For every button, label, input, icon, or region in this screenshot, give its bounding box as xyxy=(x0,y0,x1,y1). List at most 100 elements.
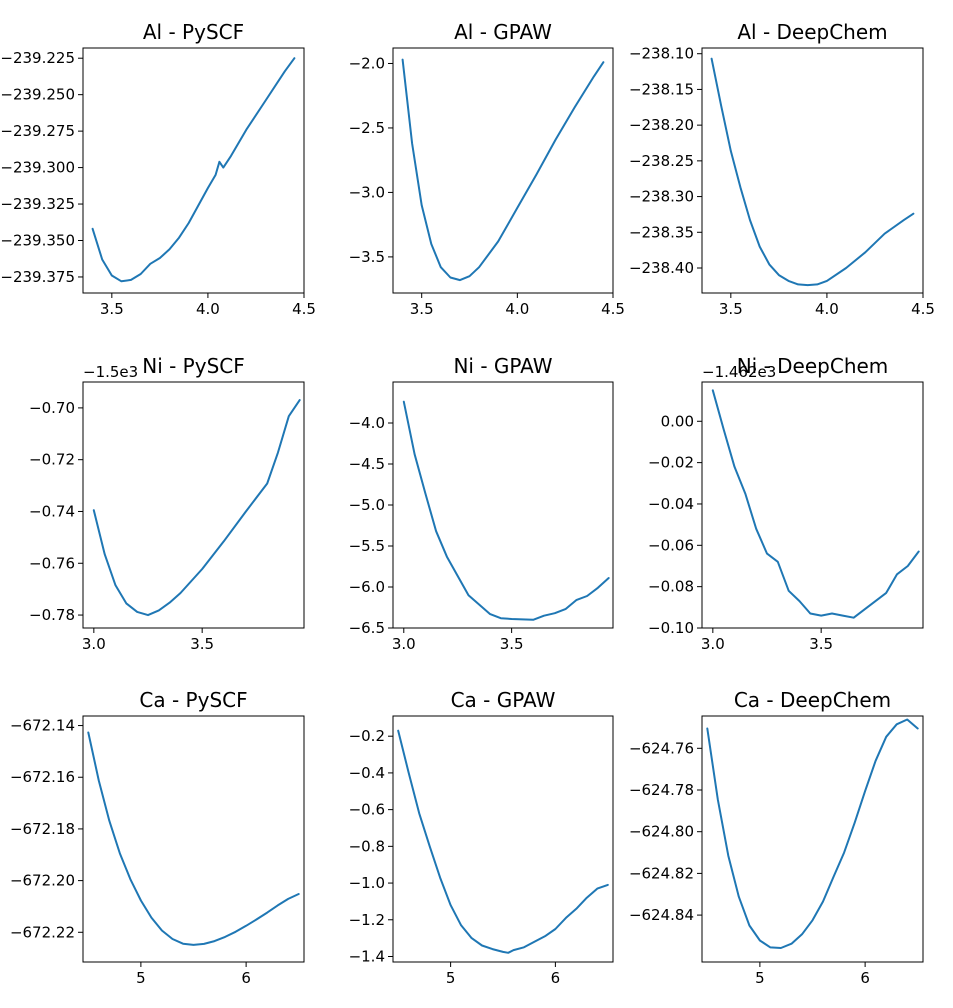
subplot-title: Ni - GPAW xyxy=(453,354,552,378)
y-tick-label: −239.250 xyxy=(0,86,75,104)
y-tick-label: −0.06 xyxy=(648,536,694,554)
x-tick-label: 6 xyxy=(860,969,870,987)
y-tick-label: −0.02 xyxy=(648,454,694,472)
y-tick-label: −5.5 xyxy=(349,537,385,555)
y-tick-label: −0.4 xyxy=(349,764,385,782)
y-tick-label: −239.300 xyxy=(0,159,75,177)
plot-frame xyxy=(392,47,614,294)
subplot-title: Ni - DeepChem xyxy=(737,354,889,378)
series-line-al-pyscf xyxy=(91,57,296,283)
y-tick-label: −3.5 xyxy=(349,248,385,266)
subplot-title: Ni - PySCF xyxy=(142,354,245,378)
y-tick-label: −6.5 xyxy=(349,619,385,637)
subplot-title: Al - DeepChem xyxy=(737,20,887,44)
subplot-ca-pyscf: 5 6 −672.14 −672.16 −672.18 −672.20 −672.22 Ca … xyxy=(10,688,305,987)
y-tick-label: −0.76 xyxy=(29,554,75,572)
y-tick-label: −239.375 xyxy=(0,268,75,286)
series-line-al-gpaw xyxy=(401,58,605,282)
x-tick-label: 4.0 xyxy=(815,300,839,318)
subplot-title: Ca - GPAW xyxy=(451,688,556,712)
x-tick-label: 3.5 xyxy=(809,635,833,653)
subplot-title: Al - PySCF xyxy=(143,20,244,44)
y-tick-label: −0.04 xyxy=(648,495,694,513)
plot-frame xyxy=(392,381,614,629)
x-tick-label: 3.0 xyxy=(82,635,106,653)
y-tick-label: −3.0 xyxy=(349,183,385,201)
y-tick-label: −0.10 xyxy=(648,619,694,637)
y-tick-label: −672.14 xyxy=(10,717,75,735)
series-line-ca-deepchem xyxy=(706,718,919,949)
subplot-al-gpaw: 3.5 4.0 4.5 −2.0 −2.5 −3.0 −3.5 Al - GPAW xyxy=(349,20,625,318)
plot-frame xyxy=(392,715,614,963)
y-tick-label: −238.10 xyxy=(629,45,694,63)
y-tick-label: −238.35 xyxy=(629,223,694,241)
x-tick-label: 4.0 xyxy=(505,300,529,318)
subplot-ni-gpaw: 3.0 3.5 −4.0 −4.5 −5.0 −5.5 −6.0 −6.5 Ni - GPAW xyxy=(349,354,614,653)
y-tick-label: −0.72 xyxy=(29,451,75,469)
axis-offset-text: −1.5e3 xyxy=(83,363,138,381)
y-tick-label: −239.350 xyxy=(0,232,75,250)
y-tick-label: −238.25 xyxy=(629,152,694,170)
subplot-ni-deepchem: 3.0 3.5 0.00 −0.02 −0.04 −0.06 −0.08 −0.10 Ni - … xyxy=(648,354,924,653)
x-tick-label: 3.5 xyxy=(410,300,434,318)
x-tick-label: 5 xyxy=(136,969,146,987)
series-line-ca-gpaw xyxy=(397,729,609,954)
y-tick-label: −4.5 xyxy=(349,455,385,473)
axis-offset-text: −1.462e3 xyxy=(702,363,776,381)
y-tick-label: −624.80 xyxy=(629,823,694,841)
series-line-ni-pyscf xyxy=(92,399,301,617)
y-tick-label: −624.78 xyxy=(629,781,694,799)
plot-frame xyxy=(701,715,924,963)
y-tick-label: −0.08 xyxy=(648,578,694,596)
y-tick-label: 0.00 xyxy=(661,412,694,430)
x-tick-label: 3.0 xyxy=(392,635,416,653)
y-tick-label: −239.325 xyxy=(0,195,75,213)
x-tick-label: 5 xyxy=(446,969,456,987)
x-tick-label: 3.5 xyxy=(500,635,524,653)
y-tick-label: −6.0 xyxy=(349,578,385,596)
y-tick-label: −0.8 xyxy=(349,837,385,855)
x-tick-label: 3.0 xyxy=(701,635,725,653)
y-tick-label: −0.78 xyxy=(29,606,75,624)
series-line-ca-pyscf xyxy=(87,731,300,946)
y-tick-label: −624.76 xyxy=(629,739,694,757)
x-tick-label: 4.5 xyxy=(601,300,625,318)
x-tick-label: 4.5 xyxy=(911,300,935,318)
subplot-title: Al - GPAW xyxy=(454,20,552,44)
x-tick-label: 3.5 xyxy=(719,300,743,318)
x-tick-label: 5 xyxy=(755,969,765,987)
y-tick-label: −672.22 xyxy=(10,923,75,941)
plot-frame xyxy=(82,715,305,963)
x-tick-label: 6 xyxy=(241,969,251,987)
x-tick-label: 3.5 xyxy=(100,300,124,318)
y-tick-label: −0.6 xyxy=(349,801,385,819)
y-tick-label: −5.0 xyxy=(349,496,385,514)
y-tick-label: −1.4 xyxy=(349,947,385,965)
y-tick-label: −4.0 xyxy=(349,414,385,432)
y-tick-label: −1.2 xyxy=(349,911,385,929)
y-tick-label: −239.275 xyxy=(0,122,75,140)
y-tick-label: −624.84 xyxy=(629,906,694,924)
subplot-al-deepchem: 3.5 4.0 4.5 −238.10 −238.15 −238.20 −238.25 −23… xyxy=(629,20,935,318)
y-tick-label: −238.20 xyxy=(629,116,694,134)
subplot-ca-deepchem: 5 6 −624.76 −624.78 −624.80 −624.82 −624.84 Ca … xyxy=(629,688,924,987)
y-tick-label: −2.0 xyxy=(349,54,385,72)
y-tick-label: −672.18 xyxy=(10,820,75,838)
y-tick-label: −2.5 xyxy=(349,119,385,137)
subplot-ni-pyscf: 3.0 3.5 −0.70 −0.72 −0.74 −0.76 −0.78 Ni - PySC… xyxy=(29,354,305,653)
subplot-ca-gpaw: 5 6 −0.2 −0.4 −0.6 −0.8 −1.0 −1.2 −1.4 Ca - GPAW xyxy=(349,688,614,987)
y-tick-label: −238.15 xyxy=(629,80,694,98)
series-line-ni-deepchem xyxy=(711,389,920,619)
y-tick-label: −0.74 xyxy=(29,502,75,520)
series-line-al-deepchem xyxy=(710,57,915,287)
x-tick-label: 3.5 xyxy=(190,635,214,653)
plot-frame xyxy=(701,381,924,629)
plot-frame xyxy=(82,47,305,294)
series-line-ni-gpaw xyxy=(402,400,610,621)
y-tick-label: −1.0 xyxy=(349,874,385,892)
y-tick-label: −238.40 xyxy=(629,259,694,277)
subplot-title: Ca - DeepChem xyxy=(734,688,891,712)
x-tick-label: 4.0 xyxy=(196,300,220,318)
y-tick-label: −672.16 xyxy=(10,768,75,786)
